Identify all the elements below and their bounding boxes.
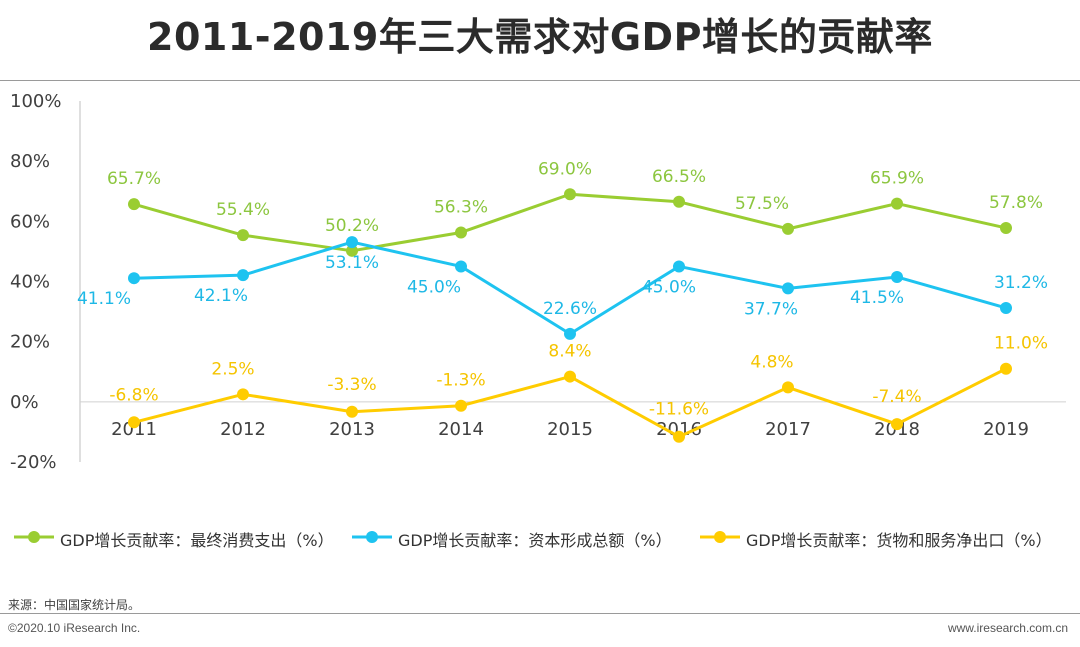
y-tick-label: -20% [10,452,57,473]
data-label-capital: 31.2% [994,273,1048,293]
website-link[interactable]: www.iresearch.com.cn [947,621,1068,635]
x-tick-label: 2011 [111,419,157,440]
footer-divider [0,613,1080,614]
legend-swatch-net-export [700,531,740,543]
x-tick-label: 2017 [765,419,811,440]
y-tick-label: 20% [10,332,50,353]
data-label-capital: 45.0% [642,277,696,297]
y-tick-label: 80% [10,151,50,172]
data-label-net-export: 11.0% [994,334,1048,354]
data-label-consumption: 55.4% [216,200,270,220]
data-label-net-export: -11.6% [649,400,709,420]
data-point-consumption [128,198,140,211]
data-label-consumption: 65.9% [870,169,924,189]
data-point-consumption [1000,221,1012,234]
data-point-net-export [782,381,794,394]
data-point-capital [673,260,685,273]
legend-swatch-capital [352,531,392,543]
x-tick-label: 2015 [547,419,593,440]
data-label-capital: 41.5% [850,288,904,308]
title-divider [0,80,1080,81]
line-chart: 100% 80% 60% 40% 20% 0% -20% 2011 2012 2013 2014 20… [10,91,1066,473]
y-tick-label: 100% [10,91,61,112]
x-tick-label: 2014 [438,419,484,440]
x-tick-label: 2012 [220,419,266,440]
data-label-net-export: -6.8% [109,385,158,405]
data-label-capital: 37.7% [744,299,798,319]
data-point-capital [455,260,467,273]
data-point-capital [782,282,794,295]
data-label-consumption: 57.5% [735,194,789,214]
data-point-net-export [673,430,685,443]
data-point-capital [237,269,249,282]
data-label-consumption: 65.7% [107,169,161,189]
data-label-net-export: 2.5% [211,359,254,379]
data-label-capital: 53.1% [325,253,379,273]
data-point-capital [891,270,903,283]
x-tick-label: 2013 [329,419,375,440]
data-point-net-export [128,416,140,429]
data-point-capital [128,272,140,285]
data-label-net-export: 8.4% [548,342,591,362]
data-point-net-export [455,399,467,412]
data-point-capital [564,327,576,340]
data-point-consumption [237,229,249,242]
data-point-capital [1000,301,1012,314]
y-tick-label: 60% [10,211,50,232]
data-point-net-export [564,370,576,383]
data-label-consumption: 69.0% [538,159,592,179]
data-label-net-export: -3.3% [327,375,376,395]
y-tick-label: 40% [10,272,50,293]
data-label-net-export: 4.8% [750,352,793,372]
legend-label-capital: GDP增长贡献率：资本形成总额（%） [398,531,672,550]
data-point-net-export [346,405,358,418]
source-note: 来源：中国国家统计局。 [8,598,141,612]
data-point-consumption [782,222,794,235]
data-label-consumption: 66.5% [652,167,706,187]
data-label-consumption: 56.3% [434,197,488,217]
legend-label-net-export: GDP增长贡献率：货物和服务净出口（%） [746,531,1052,550]
data-point-net-export [891,418,903,431]
data-label-capital: 42.1% [194,286,248,306]
data-point-capital [346,236,358,249]
data-point-consumption [564,188,576,201]
x-tick-label: 2019 [983,419,1029,440]
data-label-capital: 41.1% [77,289,131,309]
y-tick-label: 0% [10,392,39,413]
chart-title: 2011-2019年三大需求对GDP增长的贡献率 [147,15,933,59]
legend-swatch-consumption [14,531,54,543]
data-point-consumption [346,244,358,257]
data-point-consumption [455,226,467,239]
legend-label-consumption: GDP增长贡献率：最终消费支出（%） [60,531,334,550]
data-label-net-export: -7.4% [872,387,921,407]
data-point-net-export [1000,362,1012,375]
data-label-consumption: 57.8% [989,193,1043,213]
copyright-text: ©2020.10 iResearch Inc. [8,621,141,635]
data-label-net-export: -1.3% [436,371,485,391]
data-label-capital: 22.6% [543,299,597,319]
data-label-capital: 45.0% [407,277,461,297]
data-point-consumption [891,197,903,210]
data-point-net-export [237,388,249,401]
data-label-consumption: 50.2% [325,216,379,236]
data-point-consumption [673,195,685,208]
x-tick-label: 2016 [656,419,702,440]
